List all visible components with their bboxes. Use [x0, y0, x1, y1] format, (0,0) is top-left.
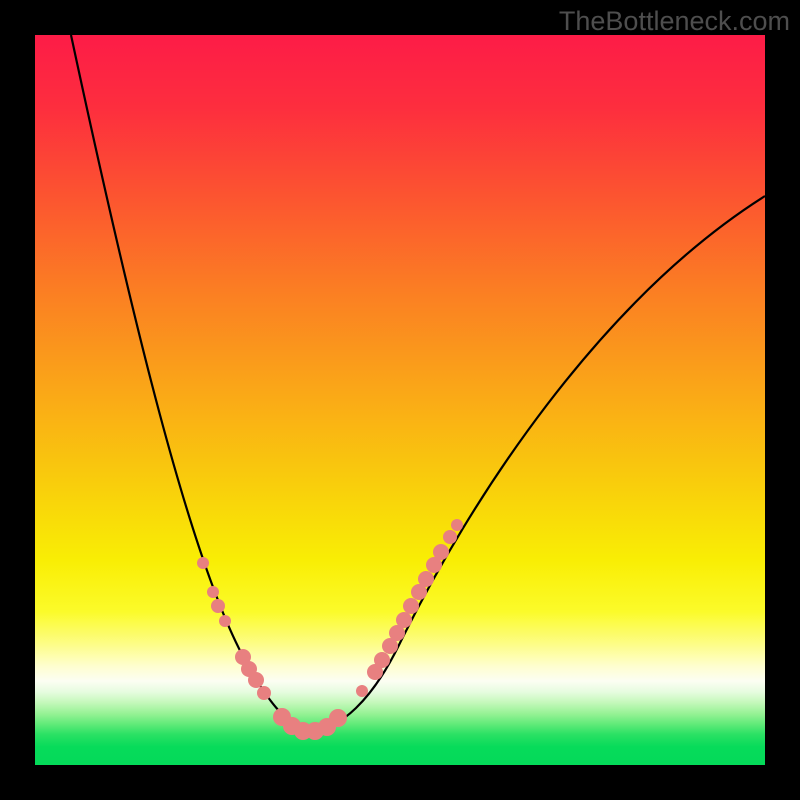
watermark-text: TheBottleneck.com [559, 6, 790, 37]
plot-area [35, 35, 765, 765]
chart-frame: TheBottleneck.com [0, 0, 800, 800]
